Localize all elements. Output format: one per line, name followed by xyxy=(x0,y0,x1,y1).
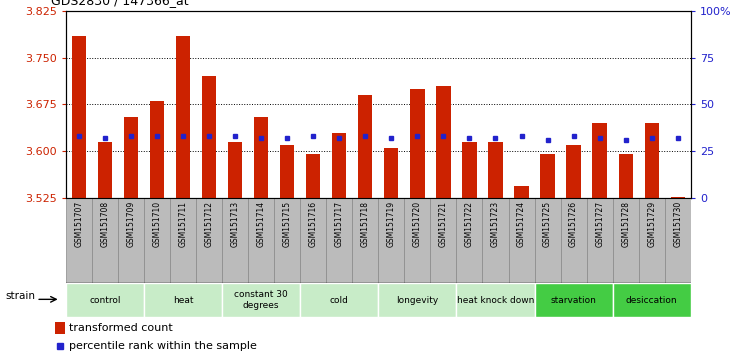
Bar xyxy=(645,123,659,198)
Bar xyxy=(561,198,586,283)
Bar xyxy=(379,283,456,317)
Bar xyxy=(462,142,477,198)
Bar xyxy=(534,283,613,317)
Bar xyxy=(92,198,118,283)
Text: GSM151707: GSM151707 xyxy=(75,201,83,247)
Bar xyxy=(567,145,580,198)
Bar xyxy=(228,142,242,198)
Text: longevity: longevity xyxy=(396,296,439,304)
Bar xyxy=(586,198,613,283)
Bar xyxy=(144,198,170,283)
Bar xyxy=(300,283,379,317)
Text: GSM151711: GSM151711 xyxy=(178,201,187,247)
Bar xyxy=(144,283,222,317)
Bar xyxy=(248,198,274,283)
Bar xyxy=(456,198,482,283)
Bar xyxy=(66,198,92,283)
Bar xyxy=(55,322,65,333)
Bar xyxy=(431,198,456,283)
Bar xyxy=(664,198,691,283)
Bar xyxy=(379,198,404,283)
Bar xyxy=(196,198,222,283)
Text: GSM151708: GSM151708 xyxy=(100,201,110,247)
Bar xyxy=(358,95,372,198)
Bar xyxy=(540,154,555,198)
Bar xyxy=(456,283,534,317)
Bar xyxy=(222,283,300,317)
Bar xyxy=(385,148,398,198)
Text: transformed count: transformed count xyxy=(69,322,173,333)
Bar xyxy=(124,117,138,198)
Bar xyxy=(404,198,431,283)
Text: GSM151728: GSM151728 xyxy=(621,201,630,247)
Text: GSM151714: GSM151714 xyxy=(257,201,265,247)
Bar xyxy=(436,86,450,198)
Bar xyxy=(72,36,86,198)
Text: GSM151709: GSM151709 xyxy=(126,201,135,247)
Text: GSM151717: GSM151717 xyxy=(335,201,344,247)
Bar xyxy=(118,198,144,283)
Bar xyxy=(352,198,379,283)
Text: GDS2830 / 147366_at: GDS2830 / 147366_at xyxy=(51,0,189,7)
Bar xyxy=(509,198,534,283)
Bar xyxy=(618,154,633,198)
Text: constant 30
degrees: constant 30 degrees xyxy=(234,290,288,310)
Bar xyxy=(254,117,268,198)
Bar xyxy=(300,198,326,283)
Text: GSM151730: GSM151730 xyxy=(673,201,682,247)
Bar xyxy=(613,198,639,283)
Bar xyxy=(515,186,529,198)
Text: control: control xyxy=(89,296,121,304)
Text: desiccation: desiccation xyxy=(626,296,678,304)
Text: GSM151710: GSM151710 xyxy=(153,201,162,247)
Text: GSM151719: GSM151719 xyxy=(387,201,395,247)
Text: GSM151723: GSM151723 xyxy=(491,201,500,247)
Text: GSM151715: GSM151715 xyxy=(283,201,292,247)
Text: GSM151726: GSM151726 xyxy=(569,201,578,247)
Text: GSM151716: GSM151716 xyxy=(308,201,318,247)
Bar xyxy=(306,154,320,198)
Bar xyxy=(488,142,503,198)
Bar xyxy=(326,198,352,283)
Bar xyxy=(274,198,300,283)
Bar xyxy=(98,142,112,198)
Bar xyxy=(202,76,216,198)
Text: GSM151720: GSM151720 xyxy=(413,201,422,247)
Bar xyxy=(482,198,509,283)
Text: GSM151729: GSM151729 xyxy=(647,201,656,247)
Bar xyxy=(332,132,346,198)
Text: cold: cold xyxy=(330,296,349,304)
Text: GSM151721: GSM151721 xyxy=(439,201,448,247)
Text: starvation: starvation xyxy=(550,296,596,304)
Text: GSM151718: GSM151718 xyxy=(361,201,370,247)
Bar xyxy=(639,198,664,283)
Text: GSM151724: GSM151724 xyxy=(517,201,526,247)
Bar xyxy=(150,101,164,198)
Bar xyxy=(66,283,144,317)
Text: heat: heat xyxy=(173,296,193,304)
Bar xyxy=(670,197,685,198)
Text: heat knock down: heat knock down xyxy=(457,296,534,304)
Text: GSM151722: GSM151722 xyxy=(465,201,474,247)
Text: GSM151727: GSM151727 xyxy=(595,201,604,247)
Text: percentile rank within the sample: percentile rank within the sample xyxy=(69,341,257,351)
Text: GSM151713: GSM151713 xyxy=(230,201,240,247)
Bar xyxy=(170,198,196,283)
Bar xyxy=(176,36,190,198)
Text: GSM151725: GSM151725 xyxy=(543,201,552,247)
Bar xyxy=(280,145,295,198)
Bar xyxy=(534,198,561,283)
Bar xyxy=(222,198,248,283)
Bar xyxy=(613,283,691,317)
Bar xyxy=(410,89,425,198)
Text: strain: strain xyxy=(5,291,35,301)
Text: GSM151712: GSM151712 xyxy=(205,201,213,247)
Bar xyxy=(593,123,607,198)
